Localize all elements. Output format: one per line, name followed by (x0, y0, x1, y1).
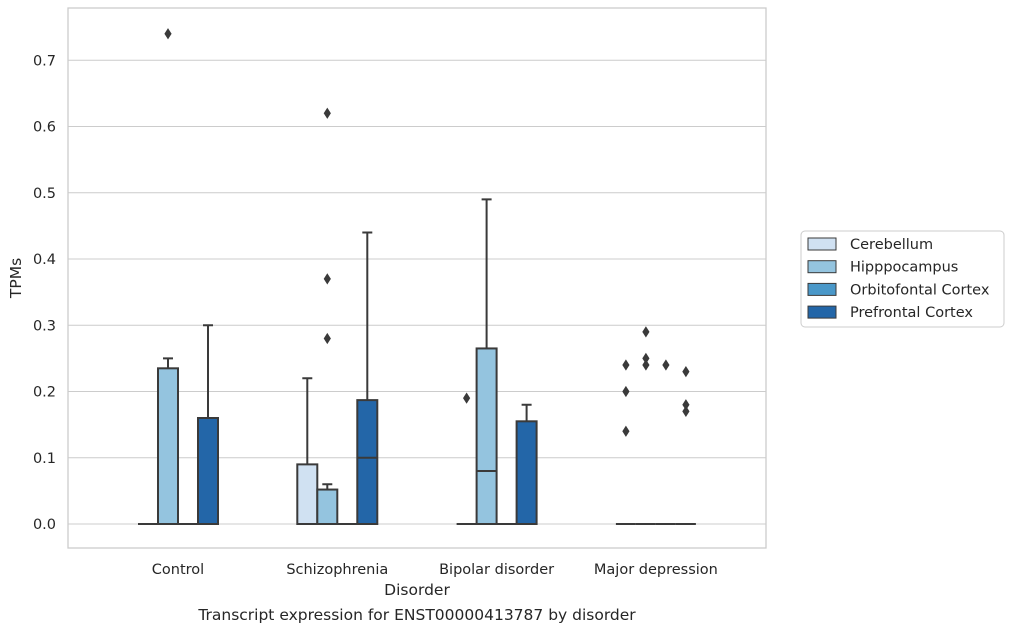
legend-swatch (807, 237, 837, 251)
outlier-point (642, 359, 650, 371)
legend-frame (800, 230, 1005, 328)
legend-swatch (807, 260, 837, 274)
outlier-point (642, 352, 650, 364)
x-tick-label: Bipolar disorder (439, 562, 554, 578)
y-tick-label: 0.7 (33, 53, 56, 69)
box-body (356, 399, 379, 525)
outlier-point (622, 359, 630, 371)
x-tick-label: Schizophrenia (286, 562, 388, 578)
x-axis-label: Disorder (384, 581, 450, 599)
gridlines (68, 59, 766, 525)
figure-caption: Transcript expression for ENST0000041378… (198, 606, 636, 624)
outlier-point (682, 366, 690, 378)
outlier-point (662, 359, 670, 371)
box-body (515, 420, 538, 525)
y-tick-labels: 0.0 0.1 0.2 0.3 0.4 0.5 0.6 0.7 (33, 53, 56, 533)
legend-label: Orbitofontal Cortex (850, 282, 990, 298)
box-hipppocampus (316, 107, 339, 525)
legend-swatch (807, 305, 837, 319)
box-series (138, 28, 696, 525)
outlier-point (642, 326, 650, 338)
y-tick-label: 0.0 (33, 517, 56, 533)
box-hipppocampus (635, 326, 656, 525)
plot-frame (67, 7, 767, 549)
outlier-point (622, 425, 630, 437)
outlier-point (323, 273, 331, 285)
outlier-point (682, 399, 690, 411)
y-tick-label: 0.1 (33, 451, 56, 467)
box-body (197, 417, 219, 525)
y-axis-label: TPMs (7, 258, 25, 299)
legend-label: Prefrontal Cortex (850, 305, 973, 321)
box-body (475, 347, 498, 525)
box-body (296, 463, 319, 525)
y-tick-label: 0.4 (33, 252, 56, 268)
legend-swatch (807, 282, 837, 296)
box-cerebellum (615, 359, 636, 525)
legend: Cerebellum Hipppocampus Orbitofontal Corte… (800, 230, 1005, 328)
x-tick-label: Major depression (594, 562, 718, 578)
outlier-point (622, 385, 630, 398)
y-tick-label: 0.5 (33, 186, 56, 202)
box-cerebellum (296, 377, 319, 525)
y-tick-label: 0.2 (33, 385, 56, 401)
x-tick-labels: Control Schizophrenia Bipolar disorder Majo… (152, 562, 718, 578)
box-orbitofontal-cortex (655, 359, 676, 525)
box-prefrontal-cortex (356, 231, 379, 525)
box-body (157, 367, 179, 525)
x-tick-label: Control (152, 562, 204, 578)
y-tick-label: 0.3 (33, 318, 56, 334)
box-prefrontal-cortex (675, 366, 696, 525)
outlier-point (323, 107, 331, 119)
box-prefrontal-cortex (197, 324, 219, 525)
box-hipppocampus (157, 28, 179, 525)
y-tick-label: 0.6 (33, 120, 56, 136)
outlier-point (164, 28, 172, 40)
outlier-point (463, 392, 471, 404)
box-cerebellum (456, 392, 477, 525)
legend-label: Hipppocampus (850, 260, 958, 276)
box-hipppocampus (475, 198, 498, 525)
legend-label: Cerebellum (850, 237, 933, 253)
outlier-point (682, 405, 690, 417)
box-prefrontal-cortex (515, 403, 538, 525)
box-body (316, 488, 339, 525)
outlier-point (323, 332, 331, 345)
